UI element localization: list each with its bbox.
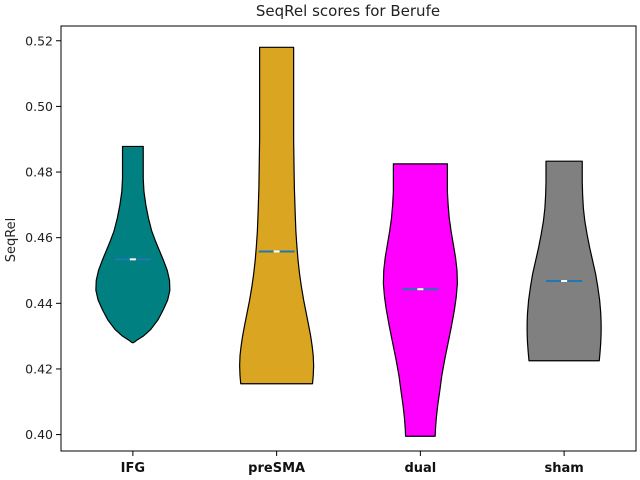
x-axis: IFG preSMA dual sham bbox=[121, 451, 584, 476]
median-markers bbox=[114, 250, 583, 291]
violin-group bbox=[95, 46, 602, 437]
violin-ifg bbox=[95, 145, 171, 344]
x-tick-label: preSMA bbox=[248, 461, 305, 476]
x-tick-label: sham bbox=[544, 461, 583, 476]
y-tick-label: 0.46 bbox=[25, 230, 53, 245]
y-tick-label: 0.50 bbox=[25, 99, 53, 114]
y-tick-label: 0.52 bbox=[25, 33, 53, 48]
chart-title: SeqRel scores for Berufe bbox=[256, 2, 440, 20]
y-tick-label: 0.44 bbox=[25, 296, 53, 311]
x-tick-label: IFG bbox=[121, 461, 145, 476]
violin-sham bbox=[526, 160, 602, 362]
x-tick-label: dual bbox=[404, 461, 436, 476]
violin-presma bbox=[239, 46, 315, 385]
plot-frame bbox=[60, 25, 637, 452]
y-axis-label: SeqRel bbox=[4, 218, 19, 263]
y-axis: 0.40 0.42 0.44 0.46 0.48 0.50 0.52 bbox=[25, 33, 61, 442]
y-tick-label: 0.48 bbox=[25, 165, 53, 180]
y-tick-label: 0.42 bbox=[25, 361, 53, 376]
y-tick-label: 0.40 bbox=[25, 427, 53, 442]
violin-dual bbox=[382, 163, 458, 437]
